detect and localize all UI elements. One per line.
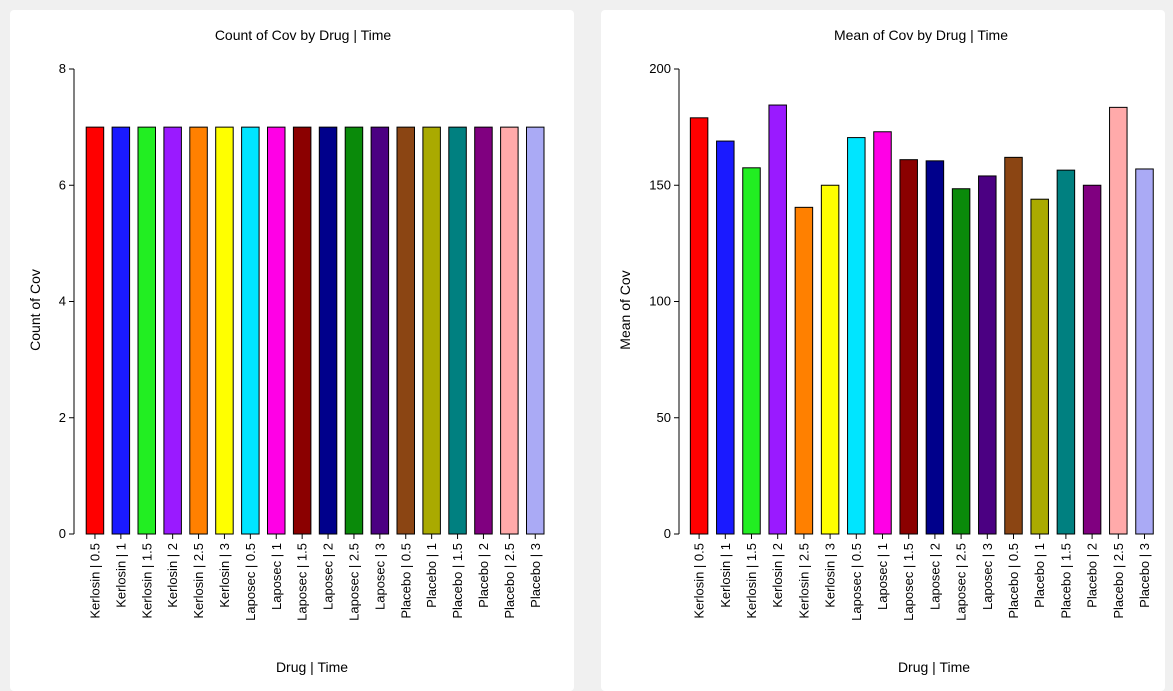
bar <box>423 127 441 534</box>
bar <box>1031 199 1049 534</box>
bar <box>216 127 234 534</box>
y-tick-label: 150 <box>649 177 671 192</box>
bar <box>1005 157 1023 534</box>
x-tick-label: Laposec | 2 <box>321 543 336 610</box>
bar <box>86 127 104 534</box>
bar <box>371 127 389 534</box>
bar <box>874 132 892 534</box>
bar <box>293 127 311 534</box>
bar <box>268 127 286 534</box>
y-tick-label: 2 <box>59 410 66 425</box>
bar <box>242 127 260 534</box>
x-tick-label: Laposec | 3 <box>980 543 995 610</box>
bar <box>952 189 970 534</box>
x-tick-label: Laposec | 0.5 <box>243 543 258 621</box>
bar <box>345 127 363 534</box>
bar <box>979 176 997 534</box>
bar <box>1083 185 1101 534</box>
x-tick-label: Kerlosin | 1 <box>113 543 128 608</box>
bar <box>112 127 130 534</box>
bar <box>769 105 787 534</box>
bar <box>848 138 866 534</box>
x-tick-label: Placebo | 2.5 <box>502 543 517 619</box>
y-tick-label: 6 <box>59 177 66 192</box>
mean-chart-panel: Mean of Cov by Drug | Time Mean of Cov D… <box>601 10 1165 691</box>
x-tick-label: Placebo | 1 <box>1032 543 1047 608</box>
bar <box>501 127 518 534</box>
x-axis-label: Drug | Time <box>898 659 970 675</box>
bar <box>319 127 337 534</box>
x-tick-label: Kerlosin | 3 <box>823 543 838 608</box>
x-tick-label: Kerlosin | 0.5 <box>692 543 707 619</box>
chart-title: Count of Cov by Drug | Time <box>215 27 392 43</box>
x-tick-label: Kerlosin | 2 <box>770 543 785 608</box>
bar <box>717 141 735 534</box>
chart-title: Mean of Cov by Drug | Time <box>834 27 1008 43</box>
bar <box>821 185 839 534</box>
bar <box>138 127 156 534</box>
bar <box>1110 107 1128 534</box>
bar <box>743 168 761 534</box>
x-tick-label: Placebo | 2 <box>1085 543 1100 608</box>
bar <box>690 118 708 534</box>
y-tick-label: 8 <box>59 61 66 76</box>
bar <box>397 127 415 534</box>
bar <box>527 127 545 534</box>
x-tick-label: Kerlosin | 1 <box>718 543 733 608</box>
x-tick-label: Kerlosin | 2 <box>165 543 180 608</box>
x-tick-label: Placebo | 3 <box>1137 543 1152 608</box>
bar <box>926 161 944 534</box>
bar <box>1136 169 1154 534</box>
count-chart-panel: Count of Cov by Drug | Time Count of Cov… <box>10 10 574 691</box>
x-tick-label: Laposec | 0.5 <box>849 543 864 621</box>
x-tick-label: Placebo | 0.5 <box>1006 543 1021 619</box>
x-tick-label: Laposec | 3 <box>372 543 387 610</box>
x-tick-label: Kerlosin | 2.5 <box>796 543 811 619</box>
x-tick-label: Kerlosin | 1.5 <box>744 543 759 619</box>
x-tick-label: Laposec | 2.5 <box>346 543 361 621</box>
y-tick-label: 0 <box>59 526 66 541</box>
x-tick-label: Kerlosin | 3 <box>217 543 232 608</box>
x-tick-label: Placebo | 2.5 <box>1111 543 1126 619</box>
x-tick-label: Placebo | 1.5 <box>450 543 465 619</box>
x-tick-label: Placebo | 2 <box>476 543 491 608</box>
y-tick-label: 200 <box>649 61 671 76</box>
x-tick-label: Laposec | 1.5 <box>295 543 310 621</box>
bar <box>475 127 493 534</box>
bar <box>190 127 208 534</box>
x-tick-label: Laposec | 2 <box>927 543 942 610</box>
y-tick-label: 50 <box>657 410 671 425</box>
y-tick-label: 4 <box>59 294 66 309</box>
x-tick-label: Laposec | 1 <box>875 543 890 610</box>
x-tick-label: Laposec | 1.5 <box>901 543 916 621</box>
mean-chart: Mean of Cov by Drug | Time Mean of Cov D… <box>601 10 1165 691</box>
count-chart: Count of Cov by Drug | Time Count of Cov… <box>10 10 574 691</box>
y-axis-label: Count of Cov <box>27 269 43 351</box>
y-tick-label: 100 <box>649 294 671 309</box>
x-axis-label: Drug | Time <box>276 659 348 675</box>
x-tick-label: Laposec | 2.5 <box>954 543 969 621</box>
bar <box>1057 170 1075 534</box>
x-tick-label: Kerlosin | 2.5 <box>191 543 206 619</box>
bar <box>900 160 918 534</box>
bar <box>164 127 182 534</box>
x-tick-label: Placebo | 1 <box>424 543 439 608</box>
x-tick-label: Kerlosin | 0.5 <box>87 543 102 619</box>
y-tick-label: 0 <box>664 526 671 541</box>
bar <box>449 127 467 534</box>
x-tick-label: Placebo | 3 <box>528 543 543 608</box>
x-tick-label: Placebo | 0.5 <box>398 543 413 619</box>
y-axis-label: Mean of Cov <box>617 270 633 349</box>
x-tick-label: Placebo | 1.5 <box>1058 543 1073 619</box>
x-tick-label: Laposec | 1 <box>269 543 284 610</box>
bar <box>795 207 813 534</box>
x-tick-label: Kerlosin | 1.5 <box>139 543 154 619</box>
